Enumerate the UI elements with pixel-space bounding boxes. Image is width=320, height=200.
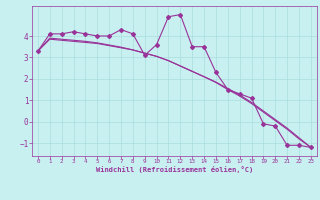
X-axis label: Windchill (Refroidissement éolien,°C): Windchill (Refroidissement éolien,°C): [96, 166, 253, 173]
